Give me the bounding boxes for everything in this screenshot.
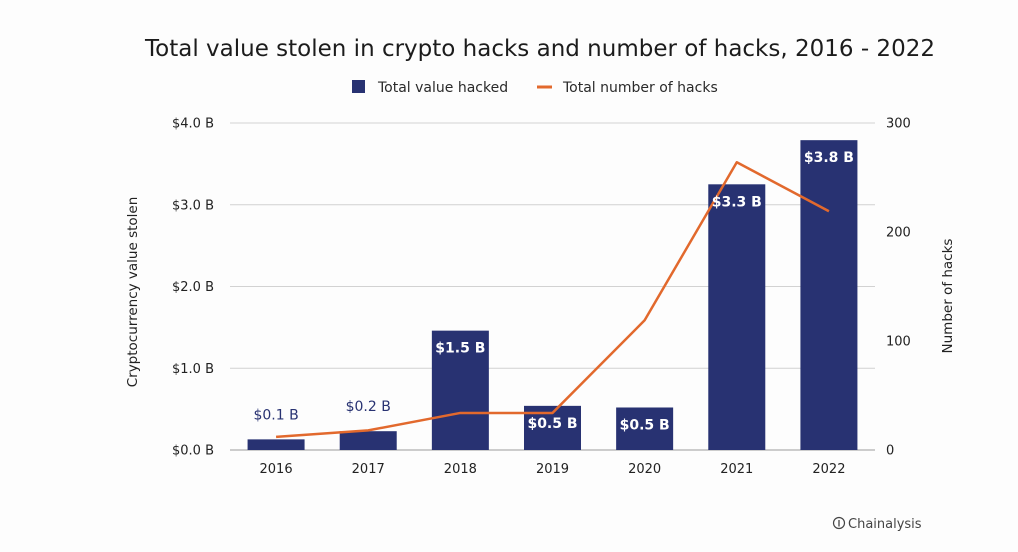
x-tick-label: 2016 [260,462,293,477]
x-tick-label: 2018 [444,462,477,477]
info-icon [832,516,846,530]
y-axis-right: 0 100 200 300 [886,117,911,459]
x-axis: 2016 2017 2018 2019 2020 2021 2022 [260,462,846,477]
chart-title: Total value stolen in crypto hacks and n… [144,36,935,62]
y-left-tick-label: $4.0 B [172,117,214,132]
bar [708,184,766,450]
y-left-tick-label: $0.0 B [172,444,214,459]
bar-data-label: $0.2 B [346,399,391,415]
bar-data-label: $0.5 B [527,416,577,432]
legend-label-bars: Total value hacked [377,80,508,96]
bar-data-label: $3.8 B [804,150,854,166]
bar [431,330,489,450]
y-left-tick-label: $1.0 B [172,362,214,377]
hacks-line [275,160,830,439]
x-tick-label: 2021 [720,462,753,477]
bar-data-label: $3.3 B [712,194,762,210]
bar [247,439,305,450]
x-tick-label: 2020 [628,462,661,477]
legend: Total value hacked Total number of hacks [352,80,718,96]
bar [339,431,397,450]
y-left-tick-label: $2.0 B [172,280,214,295]
bar-data-label: $0.1 B [253,407,298,423]
y-right-tick-label: 300 [886,117,911,132]
legend-label-line: Total number of hacks [562,80,718,96]
source-credit: Chainalysis [832,516,922,532]
legend-swatch-bars [352,80,365,93]
bar [616,407,674,450]
bar [800,140,858,451]
bar-data-label: $0.5 B [620,417,670,433]
y-right-tick-label: 0 [886,444,894,459]
x-tick-label: 2019 [536,462,569,477]
source-label: Chainalysis [848,517,922,532]
gridlines [230,122,875,451]
y-right-tick-label: 100 [886,335,911,350]
bar-labels: $0.1 B $0.2 B $1.5 B $0.5 B $0.5 B $3.3 B $3.8… [253,150,854,433]
y-axis-right-title: Number of hacks [940,239,956,354]
hacks-line-path [275,160,830,439]
y-axis-left: $0.0 B $1.0 B $2.0 B $3.0 B $4.0 B [172,117,214,459]
y-right-tick-label: 200 [886,226,911,241]
y-axis-left-title: Cryptocurrency value stolen [125,197,141,388]
x-tick-label: 2022 [812,462,845,477]
bars [247,140,858,451]
x-tick-label: 2017 [352,462,385,477]
bar-data-label: $1.5 B [435,341,485,357]
y-left-tick-label: $3.0 B [172,198,214,213]
